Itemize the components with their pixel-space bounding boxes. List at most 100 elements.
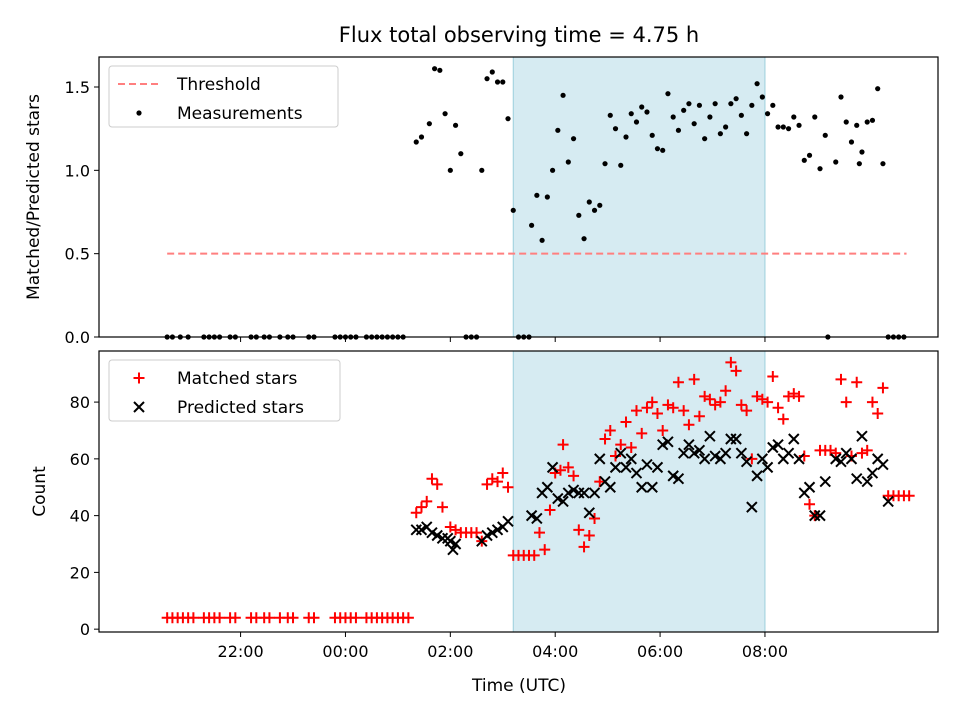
data-point: [413, 139, 419, 145]
data-point: [875, 86, 881, 92]
data-point: [851, 376, 863, 388]
data-point: [628, 111, 634, 117]
data-point: [740, 455, 753, 468]
data-point: [567, 484, 580, 496]
data-point: [620, 461, 632, 474]
data-point: [660, 147, 666, 153]
legend-label: Measurements: [177, 104, 303, 124]
data-point: [804, 498, 816, 510]
x-axis-label: Time (UTC): [471, 676, 566, 696]
data-point: [843, 119, 849, 125]
data-point: [677, 447, 690, 459]
data-point: [730, 433, 742, 445]
data-point: [546, 461, 559, 474]
data-point: [683, 438, 695, 451]
data-point: [494, 79, 501, 85]
data-point: [452, 122, 459, 128]
y-tick-label: 20: [70, 563, 90, 582]
data-point: [497, 467, 509, 479]
data-point: [432, 66, 438, 72]
data-point: [562, 461, 574, 473]
data-point: [437, 67, 443, 73]
data-point: [770, 102, 776, 108]
data-point: [738, 112, 744, 118]
data-point: [856, 430, 868, 442]
data-point: [764, 111, 771, 117]
data-point: [809, 509, 821, 522]
data-point: [861, 475, 873, 488]
data-point: [486, 473, 498, 485]
data-point: [525, 509, 538, 522]
data-point: [838, 94, 844, 100]
data-point: [667, 470, 679, 482]
data-point: [728, 101, 734, 107]
data-point: [630, 405, 642, 417]
data-point: [426, 121, 432, 127]
data-point: [602, 161, 608, 167]
data-point: [730, 365, 742, 377]
data-point: [636, 481, 648, 493]
data-point: [709, 450, 721, 462]
data-point: [578, 487, 590, 499]
data-point: [704, 393, 716, 405]
data-point: [754, 81, 760, 87]
data-point: [639, 104, 645, 110]
data-point: [772, 402, 784, 414]
data-point: [681, 107, 687, 113]
data-point: [783, 390, 795, 402]
x-tick-label: 04:00: [532, 642, 578, 661]
data-point: [539, 237, 545, 243]
data-point: [431, 529, 443, 542]
data-point: [646, 396, 658, 408]
data-point: [447, 167, 453, 173]
data-point: [187, 612, 199, 624]
data-point: [604, 424, 616, 436]
data-point: [777, 413, 789, 425]
data-point: [588, 487, 601, 499]
data-point: [814, 509, 826, 522]
y-tick-label: 1.5: [65, 78, 90, 97]
data-point: [597, 202, 603, 208]
data-point: [646, 481, 658, 493]
data-point: [772, 438, 784, 451]
data-point: [848, 139, 855, 145]
data-point: [845, 453, 858, 465]
data-point: [877, 382, 889, 394]
data-point: [657, 424, 669, 436]
data-point: [704, 430, 716, 442]
legend-swatch: [133, 401, 145, 413]
legend-box: [108, 65, 339, 128]
data-point: [552, 492, 564, 505]
data-point: [471, 527, 483, 539]
series-predicted-stars: [410, 430, 894, 556]
axes-frame: [98, 350, 939, 633]
data-point: [744, 131, 750, 137]
data-point: [693, 410, 705, 422]
data-point: [793, 453, 805, 465]
data-point: [662, 436, 674, 448]
data-point: [533, 527, 545, 539]
data-point: [775, 124, 781, 130]
data-point: [762, 396, 774, 408]
y-tick-label: 40: [70, 507, 90, 526]
data-point: [903, 490, 915, 502]
data-point: [656, 438, 669, 451]
data-point: [707, 114, 713, 120]
data-point: [415, 501, 427, 513]
x-tick-label: 02:00: [427, 642, 473, 661]
data-point: [751, 470, 763, 482]
data-point: [544, 504, 556, 516]
data-point: [641, 402, 653, 414]
data-point: [444, 521, 456, 533]
data-point: [583, 507, 595, 519]
data-point: [812, 114, 818, 120]
data-point: [759, 94, 765, 100]
data-point: [549, 167, 556, 173]
data-point: [568, 470, 580, 482]
data-point: [529, 222, 535, 228]
data-point: [555, 127, 561, 133]
data-point: [735, 447, 748, 459]
data-point: [803, 481, 816, 493]
legend-measurements-swatch: [136, 110, 142, 116]
data-point: [672, 376, 684, 388]
